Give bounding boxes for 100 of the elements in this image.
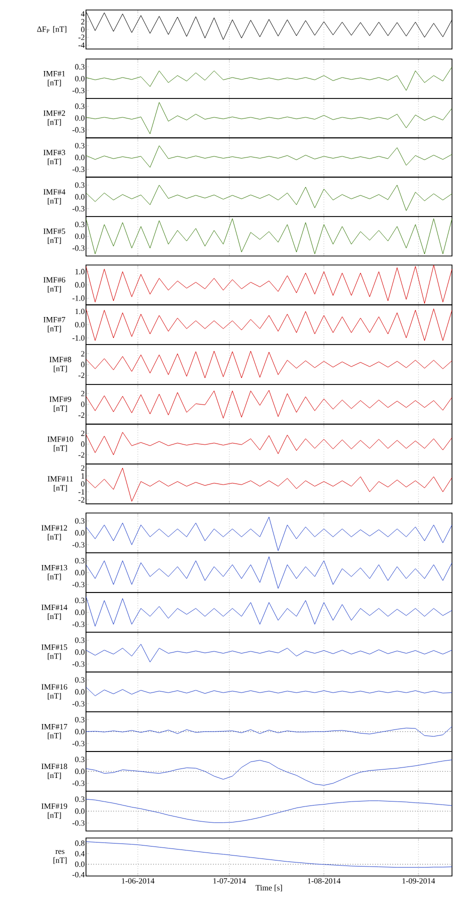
line-series: [86, 145, 452, 168]
y-axis-title: IMF#15 [nT]: [42, 644, 68, 660]
y-tick-label: 1.0: [76, 268, 85, 274]
y-axis-title: res [nT]: [54, 850, 67, 864]
y-tick-label: 0.8: [75, 840, 85, 846]
y-tick-label: -0.3: [72, 740, 84, 746]
y-tick-label: 0: [81, 362, 85, 368]
y-tick-label: 0.0: [75, 530, 85, 536]
y-tick-label: -0.3: [72, 582, 84, 588]
y-tick-label: 0.3: [75, 182, 84, 188]
x-axis-title: Time [s]: [256, 884, 282, 892]
y-tick-label: 0.0: [75, 649, 85, 655]
y-tick-label: -0.3: [72, 88, 84, 94]
y-tick-label: -0.3: [72, 245, 84, 251]
line-series: [86, 390, 452, 419]
line-series: [86, 798, 452, 823]
y-tick-label: 0: [81, 441, 85, 447]
y-tick-label: -1: [78, 489, 84, 494]
y-tick-label: -1.0: [72, 335, 85, 341]
x-tick-label: 1-08-2014: [308, 878, 340, 884]
y-tick-label: 4: [80, 11, 85, 17]
y-axis-title: IMF#10 [nT]: [48, 436, 74, 452]
y-tick-label: -2: [78, 34, 84, 40]
y-tick-label: -0.3: [72, 542, 84, 548]
line-series: [86, 66, 452, 91]
y-axis-title: IMF#8 [nT]: [50, 356, 72, 372]
y-tick-label: 0.3: [75, 104, 84, 109]
x-tick-label: 1-07-2014: [213, 878, 246, 884]
y-tick-label: 0.0: [75, 194, 85, 200]
y-tick-label: 2: [81, 351, 84, 356]
y-tick-label: 0.3: [75, 677, 84, 683]
y-tick-label: 0.0: [75, 115, 85, 121]
y-tick-label: 0.0: [75, 808, 85, 814]
y-axis-title: IMF#2 [nT]: [44, 110, 66, 126]
y-axis-title: IMF#5 [nT]: [44, 228, 66, 244]
x-tick-label: 1-06-2014: [122, 878, 154, 884]
y-axis-title: IMF#4 [nT]: [44, 189, 66, 205]
line-series: [86, 516, 452, 552]
y-tick-label: 0.3: [75, 222, 84, 228]
y-tick-label: -2: [78, 452, 84, 458]
y-tick-label: -0.3: [72, 206, 84, 212]
y-tick-label: -0.3: [72, 661, 84, 667]
y-tick-label: -0.3: [72, 780, 84, 786]
y-tick-label: 1: [82, 473, 84, 479]
y-tick-label: 0.3: [75, 796, 84, 802]
y-tick-label: 0.0: [75, 76, 85, 82]
y-axis-title: IMF#7 [nT]: [44, 317, 66, 332]
line-series: [86, 432, 452, 456]
y-tick-label: 2: [81, 390, 84, 396]
y-tick-label: 2: [81, 465, 84, 471]
y-tick-label: -0.3: [72, 820, 84, 826]
y-tick-label: 0.3: [75, 64, 84, 70]
y-tick-label: -0.3: [72, 127, 84, 133]
x-tick-label: 1-09-2014: [402, 878, 435, 884]
y-tick-label: -0.3: [72, 622, 84, 628]
y-tick-label: 0: [81, 26, 85, 32]
y-axis-title: ΔF$_{P}$ [nT]: [37, 26, 66, 33]
line-series: [86, 686, 452, 696]
y-tick-label: 0.0: [75, 282, 85, 288]
y-tick-label: -4: [78, 42, 85, 48]
line-series: [86, 350, 452, 378]
y-axis-title: IMF#3 [nT]: [44, 150, 66, 166]
y-axis-title: IMF#9 [nT]: [50, 396, 72, 412]
y-tick-label: -2: [78, 412, 84, 418]
y-tick-label: 0.0: [75, 610, 85, 616]
y-tick-label: 0.0: [75, 154, 85, 160]
y-tick-label: 0.3: [75, 716, 84, 722]
y-tick-label: 1.0: [76, 308, 85, 314]
y-tick-label: 0.3: [75, 518, 84, 524]
y-axis-title: IMF#18 [nT]: [42, 764, 68, 780]
y-axis-title: IMF#14 [nT]: [42, 604, 68, 620]
y-axis-title: IMF#11 [nT]: [48, 476, 73, 492]
line-series: [86, 468, 452, 502]
y-tick-label: 0.0: [75, 570, 85, 576]
line-series: [86, 218, 452, 254]
y-tick-label: 0.3: [75, 558, 84, 564]
line-series: [86, 644, 452, 662]
y-tick-label: -2: [78, 372, 84, 378]
y-tick-label: 0.3: [75, 598, 84, 604]
y-tick-label: 0.0: [75, 768, 85, 774]
y-tick-label: 0.0: [75, 322, 85, 328]
y-tick-label: -0.3: [72, 701, 84, 707]
line-series: [86, 596, 452, 627]
y-tick-label: 0.3: [75, 637, 84, 643]
line-series: [86, 308, 452, 341]
y-tick-label: 0.0: [75, 689, 85, 695]
y-tick-label: 2: [81, 19, 84, 24]
y-tick-label: -1.0: [72, 295, 85, 301]
y-axis-title: IMF#17 [nT]: [42, 724, 68, 740]
line-series: [86, 726, 452, 737]
y-tick-label: 0.0: [75, 234, 85, 240]
y-tick-label: 0.4: [75, 851, 85, 856]
y-axis-title: IMF#12 [nT]: [42, 525, 68, 541]
y-tick-label: 0.3: [75, 756, 84, 762]
y-axis-title: IMF#19 [nT]: [42, 803, 68, 819]
y-axis-title: IMF#1 [nT]: [44, 71, 65, 86]
y-tick-label: -2: [78, 497, 84, 502]
line-series: [86, 184, 452, 211]
y-axis-title: IMF#13 [nT]: [42, 564, 68, 580]
y-tick-label: 0.3: [75, 142, 84, 148]
